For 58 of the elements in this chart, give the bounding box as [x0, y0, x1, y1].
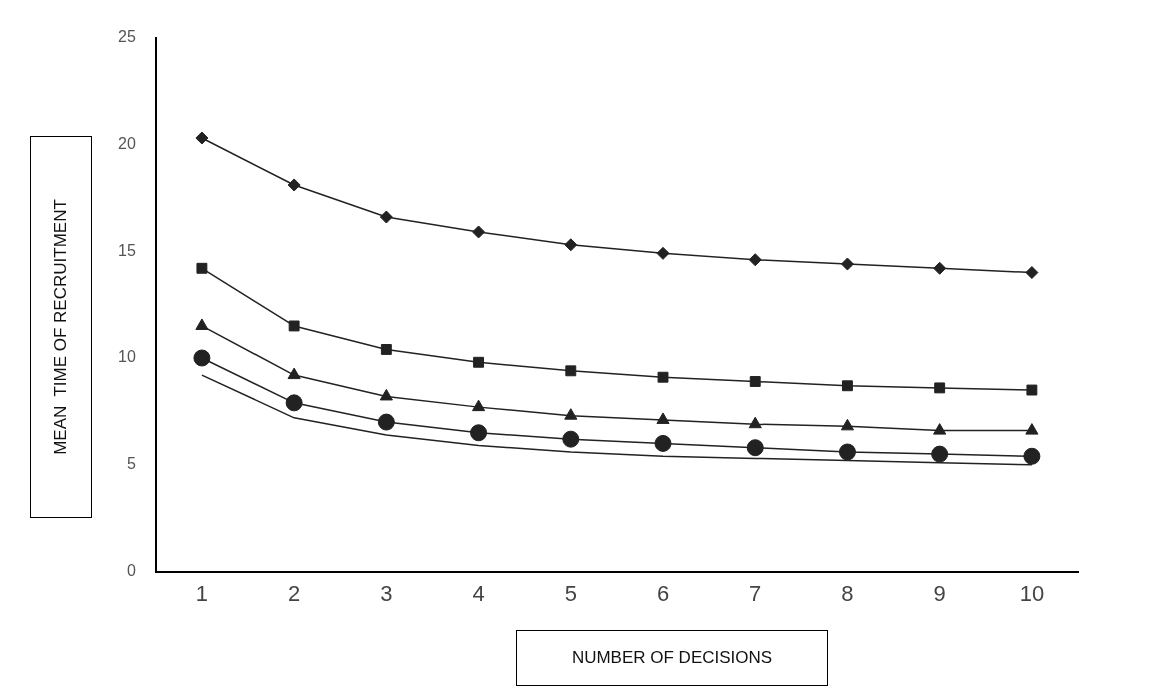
point	[842, 380, 853, 392]
x-tick-label: 10	[1019, 580, 1045, 606]
y-tick-label: 20	[118, 134, 136, 152]
point	[748, 253, 762, 267]
x-tick-label: 1	[195, 580, 209, 606]
point	[933, 261, 947, 275]
point	[473, 356, 485, 368]
point	[379, 210, 393, 224]
x-tick-label: 2	[288, 580, 301, 606]
x-tick-label: 5	[564, 580, 577, 606]
point	[654, 434, 672, 452]
point	[287, 178, 301, 192]
x-tick-label: 7	[749, 580, 762, 606]
point	[746, 439, 764, 457]
point	[195, 131, 209, 145]
point	[838, 443, 856, 461]
x-tick-label: 8	[841, 580, 854, 606]
point	[1025, 423, 1039, 435]
point	[564, 408, 578, 420]
point	[287, 367, 301, 380]
point	[934, 382, 946, 394]
x-axis-title: NUMBER OF DECISIONS	[516, 630, 828, 686]
point	[288, 320, 300, 332]
point	[195, 318, 209, 330]
point	[472, 225, 486, 239]
point	[380, 344, 392, 355]
point	[562, 430, 580, 448]
y-tick-label: 10	[118, 348, 136, 366]
point	[933, 423, 947, 435]
point	[196, 262, 208, 274]
point	[656, 412, 670, 424]
y-tick-label: 25	[118, 28, 136, 46]
point	[193, 349, 211, 367]
point	[931, 445, 949, 463]
y-tick-label: 5	[126, 455, 136, 473]
x-tick-label: 9	[933, 580, 946, 606]
point	[1023, 447, 1041, 465]
point	[749, 376, 761, 387]
y-tick-label: 15	[118, 241, 136, 259]
point	[564, 238, 578, 252]
point	[377, 413, 395, 431]
point	[472, 399, 486, 412]
point	[840, 257, 854, 271]
y-tick-label: 0	[126, 562, 136, 580]
x-tick-label: 3	[380, 580, 393, 606]
point	[1025, 266, 1039, 280]
point	[379, 388, 393, 401]
point	[656, 246, 670, 260]
x-tick-label: 6	[656, 580, 670, 606]
y-axis-title: MEAN TIME OF RECRUITMENT	[51, 199, 71, 455]
point	[565, 365, 577, 377]
point	[657, 371, 669, 383]
point	[285, 394, 303, 412]
point	[748, 416, 762, 429]
point	[840, 418, 855, 431]
x-tick-label: 4	[472, 580, 485, 606]
point	[470, 424, 488, 442]
point	[1026, 384, 1038, 396]
